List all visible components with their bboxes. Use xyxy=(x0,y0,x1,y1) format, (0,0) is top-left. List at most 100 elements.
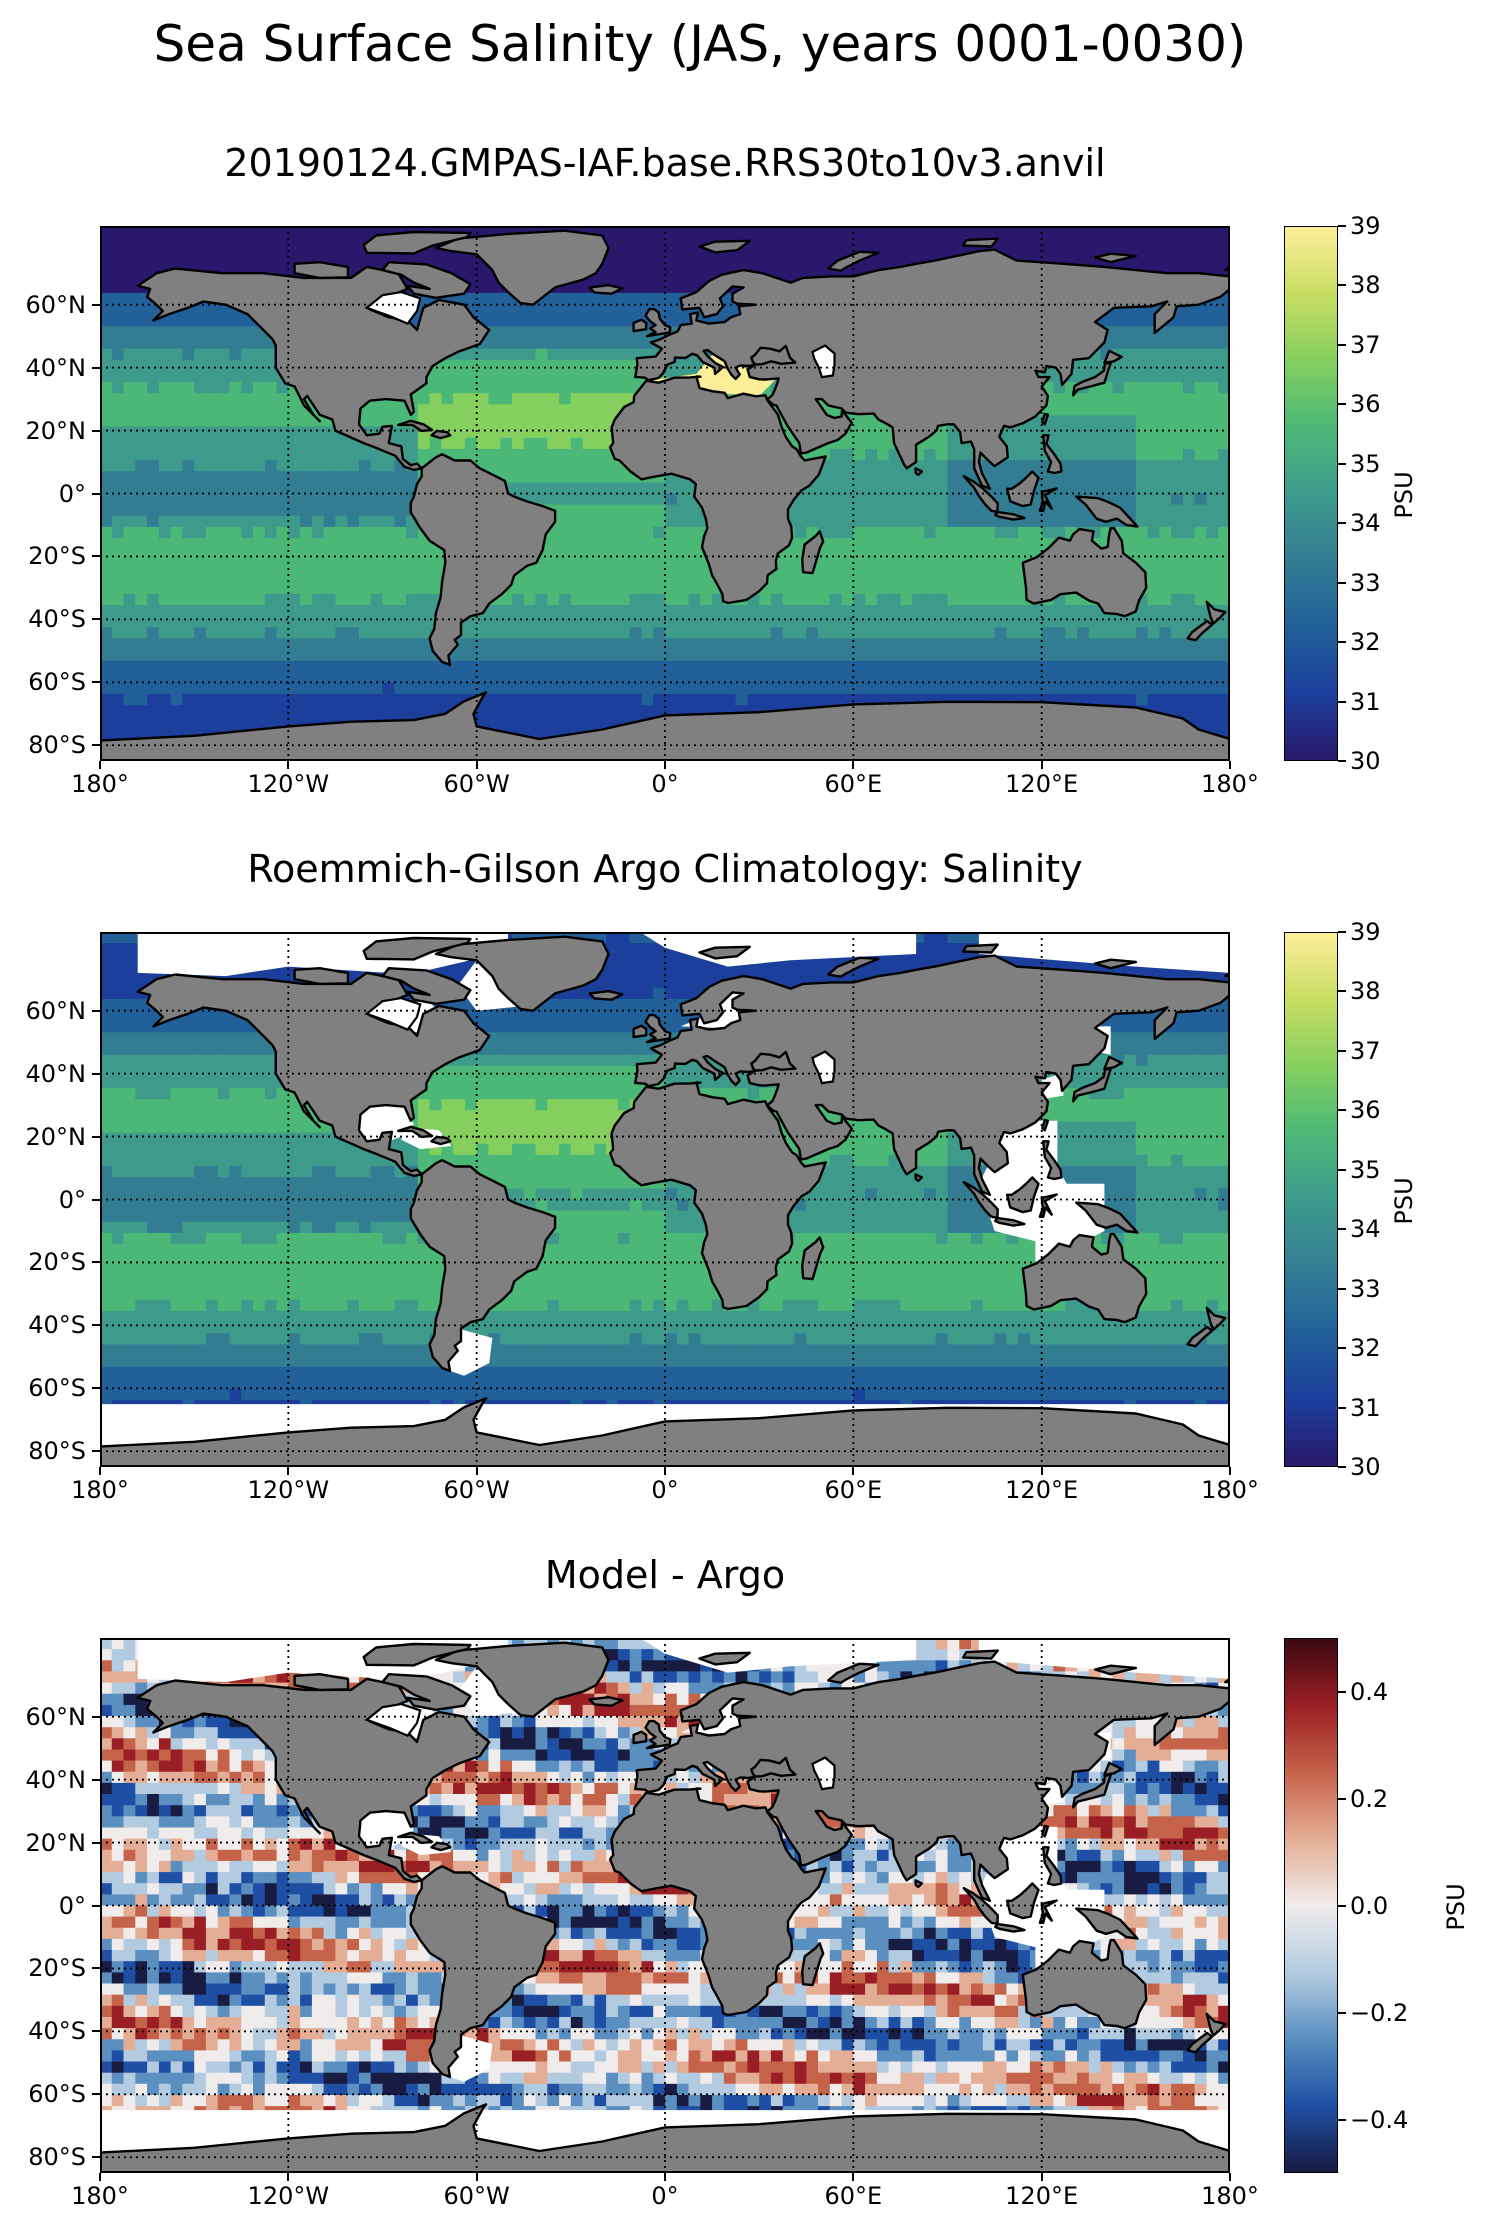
graticule xyxy=(102,934,1228,1465)
land-wrangel xyxy=(1224,1678,1228,1684)
land-iceland xyxy=(588,990,624,1001)
land-philippines xyxy=(1042,1140,1063,1181)
land-cuba xyxy=(397,1125,434,1139)
colorbar-bias xyxy=(1284,1638,1338,2173)
lon-tick-label: 60°W xyxy=(443,1476,510,1504)
land-sri-lanka xyxy=(914,1879,923,1889)
colorbar-tick-mark xyxy=(1338,343,1346,346)
lat-tick-label: 80°S xyxy=(28,1437,86,1466)
lat-tick-mark xyxy=(92,2093,100,2096)
land-taiwan xyxy=(1041,1824,1050,1838)
lon-tick-label: 120°W xyxy=(247,770,330,798)
lat-tick-mark xyxy=(92,618,100,621)
land-hispaniola xyxy=(430,1135,452,1146)
lon-tick-label: 0° xyxy=(651,770,679,798)
land-new-guinea xyxy=(1075,495,1139,528)
colorbar-tick-label: 31 xyxy=(1350,687,1381,716)
land-eurasia xyxy=(608,248,1228,605)
colorbar-tick-label: 31 xyxy=(1350,1393,1381,1422)
lat-tick-label: 20°S xyxy=(28,1954,86,1983)
lat-tick-label: 40°N xyxy=(25,1765,87,1794)
land-greenland xyxy=(434,229,610,306)
lat-tick-mark xyxy=(92,1324,100,1327)
lat-tick-mark xyxy=(92,2156,100,2159)
colorbar-tick-label: 34 xyxy=(1350,509,1381,538)
lat-tick-label: 20°S xyxy=(28,1248,86,1277)
lon-tick-label: 0° xyxy=(651,2182,679,2210)
land-new-guinea xyxy=(1075,1201,1139,1234)
lat-tick-mark xyxy=(92,1904,100,1907)
colorbar-tick-label: 33 xyxy=(1350,568,1381,597)
colorbar-tick-mark xyxy=(1338,990,1346,993)
land-svalbard xyxy=(698,239,751,254)
land-ellesmere xyxy=(362,230,472,255)
land-madagascar xyxy=(801,1942,825,1987)
colorbar-unit-label: PSU xyxy=(1390,470,1418,519)
land-victoria xyxy=(293,967,350,986)
colorbar-tick-mark xyxy=(1338,1406,1346,1409)
lat-tick-mark xyxy=(92,366,100,369)
land-borneo xyxy=(1005,470,1040,508)
colorbar-tick-label: 36 xyxy=(1350,390,1381,419)
colorbar-tick-mark xyxy=(1338,403,1346,406)
colorbar-tick-mark xyxy=(1338,1797,1346,1800)
lat-tick-mark xyxy=(92,492,100,495)
land-sulawesi xyxy=(1038,487,1058,512)
land-ellesmere xyxy=(362,936,472,961)
colorbar-tick-label: 34 xyxy=(1350,1215,1381,1244)
land-hispaniola xyxy=(430,1841,452,1852)
land-greenland xyxy=(434,1641,610,1718)
lon-tick-label: 120°E xyxy=(1005,1476,1079,1504)
lat-tick-mark xyxy=(92,744,100,747)
land-svalbard xyxy=(698,1651,751,1666)
lat-tick-mark xyxy=(92,303,100,306)
land-new-zealand xyxy=(1205,1306,1227,1331)
land-hokkaido xyxy=(1103,1055,1123,1071)
panel-title: Roemmich-Gilson Argo Climatology: Salini… xyxy=(247,847,1083,891)
land-hispaniola xyxy=(430,429,452,440)
lat-tick-label: 40°S xyxy=(28,1311,86,1340)
colorbar-tick-mark xyxy=(1338,1049,1346,1052)
land-ireland xyxy=(632,318,648,333)
land-novaya-zemlya xyxy=(827,1662,880,1684)
colorbar-tick-label: 35 xyxy=(1350,449,1381,478)
lon-tick-mark xyxy=(852,2173,855,2181)
colorbar-tick-mark xyxy=(1338,1228,1346,1231)
inland-sea-caspian xyxy=(811,1756,836,1791)
land-victoria xyxy=(293,261,350,280)
land-madagascar xyxy=(801,1236,825,1281)
lon-tick-mark xyxy=(287,2173,290,2181)
colorbar-tick-label: 37 xyxy=(1350,330,1381,359)
colorbar-obs xyxy=(1284,932,1338,1467)
colorbar-tick-mark xyxy=(1338,2118,1346,2121)
colorbar-tick-mark xyxy=(1338,641,1346,644)
lon-tick-label: 60°E xyxy=(824,2182,883,2210)
land-baffin xyxy=(381,1673,472,1712)
lat-tick-label: 80°S xyxy=(28,731,86,760)
lon-tick-mark xyxy=(287,1467,290,1475)
lon-tick-label: 180° xyxy=(1201,770,1259,798)
lat-tick-mark xyxy=(92,1261,100,1264)
colorbar-tick-label: 33 xyxy=(1350,1274,1381,1303)
lon-tick-mark xyxy=(475,2173,478,2181)
colorbar-tick-label: 32 xyxy=(1350,1334,1381,1363)
colorbar-tick-mark xyxy=(1338,1904,1346,1907)
map-canvas xyxy=(102,934,1228,1465)
lat-tick-label: 0° xyxy=(58,1891,86,1920)
lat-tick-label: 40°N xyxy=(25,1059,87,1088)
land-new-zealand xyxy=(1205,600,1227,625)
land-taiwan xyxy=(1041,412,1050,426)
lat-tick-label: 20°N xyxy=(25,1122,87,1151)
colorbar-tick-label: 30 xyxy=(1350,1453,1381,1481)
lat-tick-mark xyxy=(92,1967,100,1970)
lat-tick-mark xyxy=(92,1135,100,1138)
colorbar-tick-mark xyxy=(1338,931,1346,933)
land-cuba xyxy=(397,419,434,433)
land-iceland xyxy=(588,284,624,295)
land-severnaya xyxy=(962,943,999,954)
land-borneo xyxy=(1005,1176,1040,1214)
lat-tick-label: 40°S xyxy=(28,2017,86,2046)
land-ireland xyxy=(632,1730,648,1745)
lon-tick-mark xyxy=(664,2173,666,2181)
lon-tick-label: 0° xyxy=(651,1476,679,1504)
